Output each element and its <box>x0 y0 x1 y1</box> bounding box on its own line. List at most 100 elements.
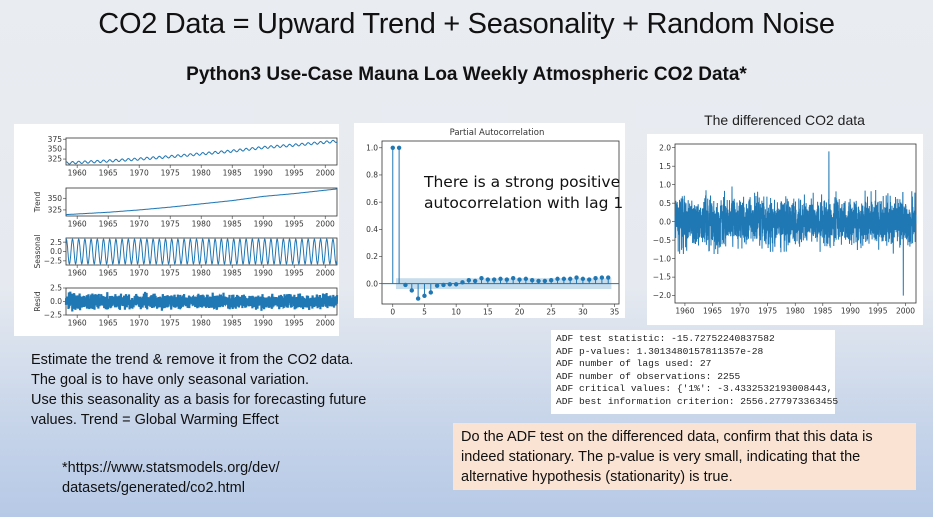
y-tick-label: 2.5 <box>50 238 62 247</box>
x-tick-label: 2000 <box>316 319 335 328</box>
x-tick-label: 1975 <box>161 319 180 328</box>
stem-marker <box>479 275 484 281</box>
x-tick-label: 1960 <box>68 220 87 229</box>
x-tick-label: 1985 <box>223 319 242 328</box>
plot-frame <box>381 140 620 305</box>
x-tick-label: 2000 <box>896 307 915 316</box>
x-tick-label: 1960 <box>68 269 87 278</box>
stem-marker <box>593 275 598 281</box>
y-tick-label: 0.6 <box>366 198 378 207</box>
footnote: *https://www.statsmodels.org/dev/dataset… <box>62 460 280 496</box>
differenced-chart: 1960 1965 1970 1975 1980 1985 1990 1995 2000 2.0 1… <box>647 134 923 325</box>
slide-subtitle: Python3 Use-Case Mauna Loa Weekly Atmosp… <box>186 64 747 85</box>
stem-marker <box>587 277 592 282</box>
x-tick-label: 1985 <box>813 307 832 316</box>
x-tick-label: 1965 <box>703 307 722 316</box>
x-tick-label: 20 <box>515 308 525 317</box>
y-tick-label: −1.0 <box>653 254 671 263</box>
x-tick-label: 1990 <box>254 220 273 229</box>
pacf-chart: Partial Autocorrelation 0 5 10 15 20 25 30 35 0.0… <box>354 123 625 318</box>
pacf-annotation: There is a strong positive autocorrelatio… <box>424 173 624 212</box>
x-tick-label: 1960 <box>68 169 87 178</box>
y-tick-label: 375 <box>48 135 63 144</box>
explanation-text: Estimate the trend & remove it from the … <box>31 352 367 428</box>
stem-marker <box>434 283 440 288</box>
y-axis-label: Resid <box>33 291 42 311</box>
stem-marker <box>555 276 560 282</box>
stem-marker <box>422 293 427 299</box>
x-tick-label: 5 <box>422 308 427 317</box>
x-tick-label: 1995 <box>285 319 304 328</box>
stem-marker <box>599 275 605 280</box>
x-tick-label: 1990 <box>254 319 273 328</box>
stem-marker <box>460 280 465 285</box>
x-tick-label: 1975 <box>161 169 180 178</box>
y-tick-label: −2.0 <box>653 291 671 300</box>
stem-marker <box>453 282 459 287</box>
y-tick-label: 1.5 <box>659 162 671 171</box>
differenced-title: The differenced CO2 data <box>704 112 865 128</box>
stem-marker <box>510 275 516 281</box>
y-tick-label: 350 <box>48 194 63 203</box>
x-tick-label: 1975 <box>161 220 180 229</box>
stem-marker <box>536 278 541 284</box>
stem-marker <box>466 278 472 283</box>
stem-marker <box>606 275 611 280</box>
x-tick-label: 25 <box>546 308 556 317</box>
y-axis-label: Seasonal <box>33 235 42 269</box>
x-tick-label: 1965 <box>99 319 118 328</box>
y-tick-label: 1.0 <box>366 143 378 152</box>
x-tick-label: 1970 <box>731 307 750 316</box>
conclusion-box: Do the ADF test on the differenced data,… <box>453 423 916 490</box>
stem-marker <box>504 277 510 282</box>
stem-marker <box>396 145 402 150</box>
stem-marker <box>574 275 579 280</box>
adf-output: ADF test statistic: -15.72752240837582 AD… <box>551 330 838 414</box>
y-tick-label: 2.5 <box>50 284 62 293</box>
y-tick-label: −2.5 <box>44 257 62 266</box>
y-tick-label: 350 <box>48 145 63 154</box>
x-tick-label: 1970 <box>130 169 149 178</box>
x-tick-label: 1990 <box>254 169 273 178</box>
y-tick-label: 0.0 <box>366 279 378 288</box>
y-tick-label: 0.2 <box>366 252 378 261</box>
y-tick-label: 0.0 <box>659 217 671 226</box>
stem-marker <box>485 277 491 282</box>
x-tick-label: 30 <box>578 308 588 317</box>
plot-frame <box>65 187 338 217</box>
x-tick-label: 1965 <box>99 169 118 178</box>
stem-marker <box>517 277 522 282</box>
y-tick-label: 2.0 <box>659 143 671 152</box>
stem-marker <box>542 278 548 284</box>
stem-marker <box>491 277 497 282</box>
stem-marker <box>441 282 446 288</box>
stem-marker <box>498 276 503 282</box>
y-tick-label: 1.0 <box>659 180 671 189</box>
series-line-observed <box>65 139 338 165</box>
stem-marker <box>561 276 567 282</box>
x-tick-label: 2000 <box>316 169 335 178</box>
plot-frame <box>65 137 338 166</box>
y-tick-label: 0.8 <box>366 171 378 180</box>
series-line-resid <box>64 291 339 312</box>
x-tick-label: 15 <box>483 308 493 317</box>
x-tick-label: 1965 <box>99 269 118 278</box>
x-tick-label: 1960 <box>68 319 87 328</box>
y-tick-label: −0.5 <box>653 236 671 245</box>
stem-marker <box>447 282 453 287</box>
x-tick-label: 1985 <box>223 269 242 278</box>
x-tick-label: 1975 <box>758 307 777 316</box>
x-tick-label: 1995 <box>868 307 887 316</box>
x-tick-label: 1975 <box>161 269 180 278</box>
x-tick-label: 1965 <box>99 220 118 229</box>
stem-marker <box>548 278 554 283</box>
x-tick-label: 1980 <box>786 307 805 316</box>
x-tick-label: 1980 <box>192 220 211 229</box>
stem-marker <box>409 288 414 293</box>
x-tick-label: 1970 <box>130 319 149 328</box>
decomposition-chart: 1960 1965 1970 1975 1980 1985 1990 1995 2000 325 3… <box>14 124 339 336</box>
x-tick-label: 1960 <box>675 307 694 316</box>
y-tick-label: −1.5 <box>653 273 671 282</box>
x-tick-label: 10 <box>451 308 461 317</box>
x-tick-label: 2000 <box>316 220 335 229</box>
